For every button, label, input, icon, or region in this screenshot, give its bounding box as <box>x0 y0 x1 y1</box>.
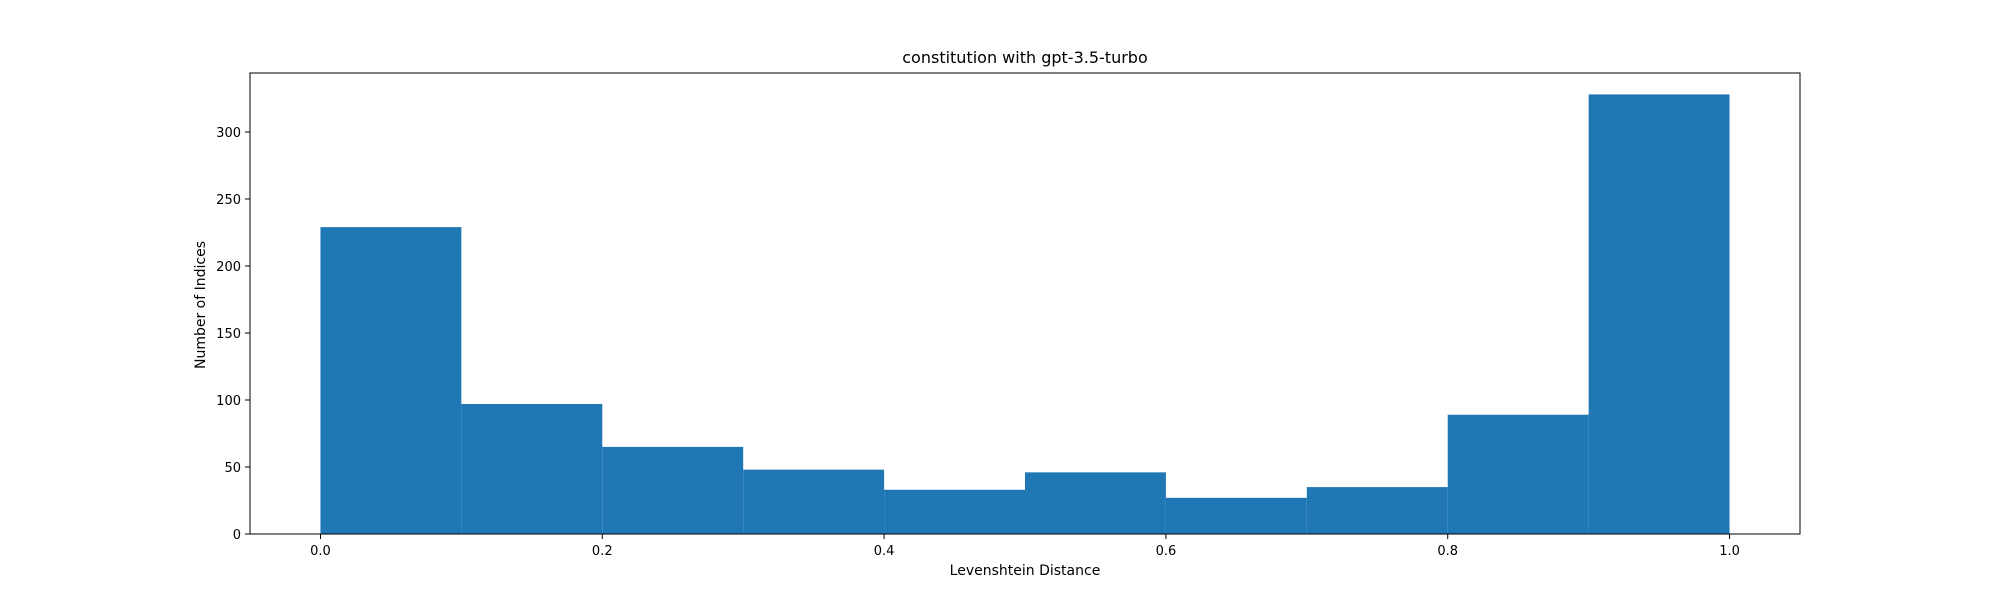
histogram-bar <box>1025 472 1166 534</box>
x-tick-label: 1.0 <box>1719 544 1740 559</box>
histogram-bar <box>461 404 603 534</box>
x-axis-label: Levenshtein Distance <box>950 563 1101 579</box>
y-tick-label: 300 <box>216 126 241 141</box>
y-tick-label: 250 <box>216 193 241 208</box>
bars-group <box>320 94 1730 535</box>
histogram-bar <box>320 227 462 535</box>
y-tick-label: 150 <box>216 327 241 342</box>
y-tick-label: 0 <box>233 528 241 543</box>
y-axis: 0 50 100 150 200 250 300 <box>216 126 250 543</box>
y-axis-label: Number of Indices <box>193 241 209 369</box>
plot-frame <box>249 72 1801 535</box>
x-axis: 0.0 0.2 0.4 0.6 0.8 1.0 <box>310 534 1740 559</box>
histogram-bar <box>1588 94 1730 534</box>
histogram-bar <box>1447 414 1589 534</box>
x-tick-label: 0.0 <box>310 544 331 559</box>
x-tick-label: 0.8 <box>1437 544 1458 559</box>
x-tick-label: 0.6 <box>1156 544 1177 559</box>
x-tick-label: 0.2 <box>592 544 613 559</box>
histogram-bar <box>602 446 744 534</box>
y-tick-label: 100 <box>216 394 241 409</box>
histogram-bar <box>743 469 885 534</box>
x-tick-label: 0.4 <box>874 544 895 559</box>
chart-title: constitution with gpt-3.5-turbo <box>902 48 1147 67</box>
y-tick-label: 200 <box>216 260 241 275</box>
histogram-bar <box>1165 497 1307 534</box>
histogram-bar <box>1306 487 1448 534</box>
histogram-bar <box>884 489 1025 534</box>
y-tick-label: 50 <box>224 461 241 476</box>
